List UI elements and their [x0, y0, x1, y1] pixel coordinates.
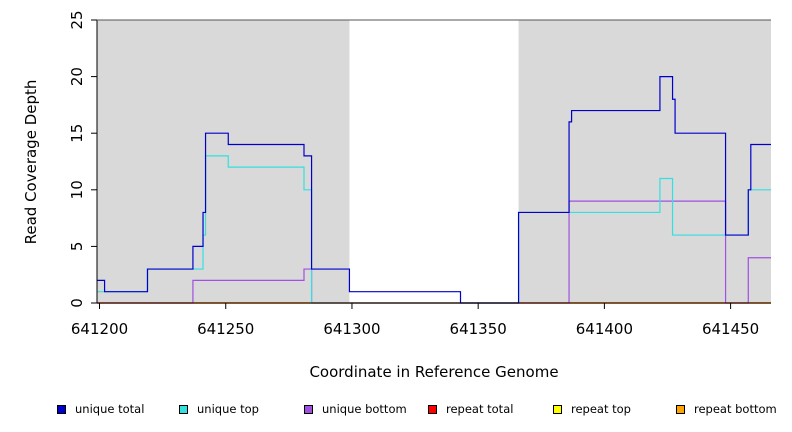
legend-item-unique-top: unique top [179, 398, 259, 420]
y-tick-label: 10 [68, 180, 86, 199]
y-tick-label: 5 [68, 242, 86, 252]
y-axis-label: Read Coverage Depth [22, 80, 40, 245]
x-tick-label: 641300 [323, 320, 380, 338]
x-axis-label: Coordinate in Reference Genome [309, 363, 558, 381]
legend-item-unique-bottom: unique bottom [304, 398, 407, 420]
y-tick-label: 20 [68, 67, 86, 86]
y-tick-label: 0 [68, 298, 86, 308]
legend: unique total unique top unique bottom repea… [0, 398, 792, 420]
legend-swatch [428, 404, 437, 414]
legend-swatch [553, 404, 562, 414]
x-tick-label: 641200 [71, 320, 128, 338]
legend-item-repeat-top: repeat top [553, 398, 631, 420]
legend-label: unique total [75, 402, 145, 416]
legend-swatch [304, 404, 313, 414]
legend-label: unique top [197, 402, 259, 416]
x-tick-label: 641400 [576, 320, 633, 338]
shaded-region-1 [97, 20, 350, 303]
axes: 641200 641250 641300 641350 641400 641450 0 5 10… [68, 10, 771, 338]
shaded-region-2 [518, 20, 771, 303]
legend-swatch [676, 404, 685, 414]
shaded-regions [97, 20, 771, 303]
legend-swatch [179, 404, 188, 414]
x-tick-label: 641450 [702, 320, 759, 338]
legend-label: unique bottom [322, 402, 407, 416]
legend-item-repeat-bottom: repeat bottom [676, 398, 777, 420]
legend-item-unique-total: unique total [57, 398, 144, 420]
x-tick-label: 641350 [450, 320, 507, 338]
legend-label: repeat top [571, 402, 631, 416]
y-tick-label: 25 [68, 10, 86, 29]
legend-swatch [57, 404, 66, 414]
y-tick-label: 15 [68, 124, 86, 143]
x-tick-label: 641250 [197, 320, 254, 338]
legend-item-repeat-total: repeat total [428, 398, 513, 420]
legend-label: repeat total [446, 402, 514, 416]
legend-label: repeat bottom [694, 402, 777, 416]
series-line-unique-total [97, 76, 771, 304]
